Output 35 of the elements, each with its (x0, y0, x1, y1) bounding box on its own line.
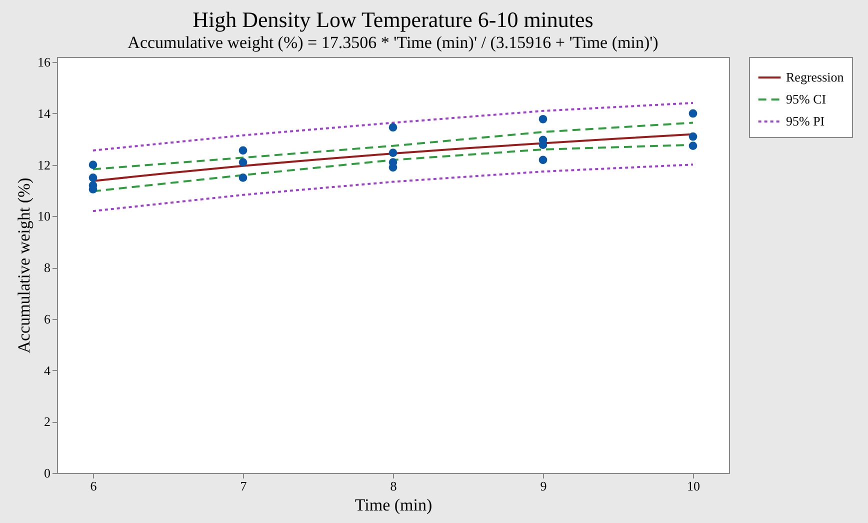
chart-title: High Density Low Temperature 6-10 minutes (192, 7, 594, 32)
x-tick-label: 9 (540, 478, 547, 494)
x-tick-label: 10 (687, 478, 700, 494)
y-tick-label: 16 (38, 54, 51, 70)
y-tick-label: 10 (38, 208, 50, 224)
y-axis-title: Accumulative weight (%) (14, 178, 34, 354)
point (238, 158, 248, 166)
y-tick-label: 0 (44, 466, 50, 480)
y-tick-label: 6 (44, 311, 51, 326)
y-tick-label: 4 (44, 362, 51, 378)
point (88, 160, 98, 170)
line-series (92, 164, 694, 212)
chart-subtitle: Accumulative weight (%) = 17.3506 * 'Time (min)' / (3.15916 + 'Time (min)') (128, 33, 658, 52)
point (688, 142, 698, 150)
legend-label: Regression (786, 70, 844, 84)
x-axis-title: Time (min) (354, 496, 432, 514)
point (538, 114, 548, 124)
point (388, 148, 398, 157)
y-tick-label: 14 (38, 106, 51, 121)
point (688, 132, 698, 141)
point (688, 109, 698, 118)
x-tick-label: 8 (390, 478, 397, 494)
line-series (92, 102, 694, 152)
point (538, 156, 548, 164)
point (238, 146, 248, 155)
legend-label: 95% CI (786, 92, 826, 106)
y-tick-label: 2 (44, 414, 50, 430)
point (88, 174, 98, 182)
legend-label: 95% PI (786, 114, 825, 128)
point (388, 123, 398, 132)
x-tick-label: 6 (90, 478, 98, 494)
point (238, 174, 248, 182)
y-tick-label: 12 (38, 157, 50, 172)
x-tick-label: 7 (240, 478, 248, 494)
y-tick-label: 8 (44, 260, 50, 276)
